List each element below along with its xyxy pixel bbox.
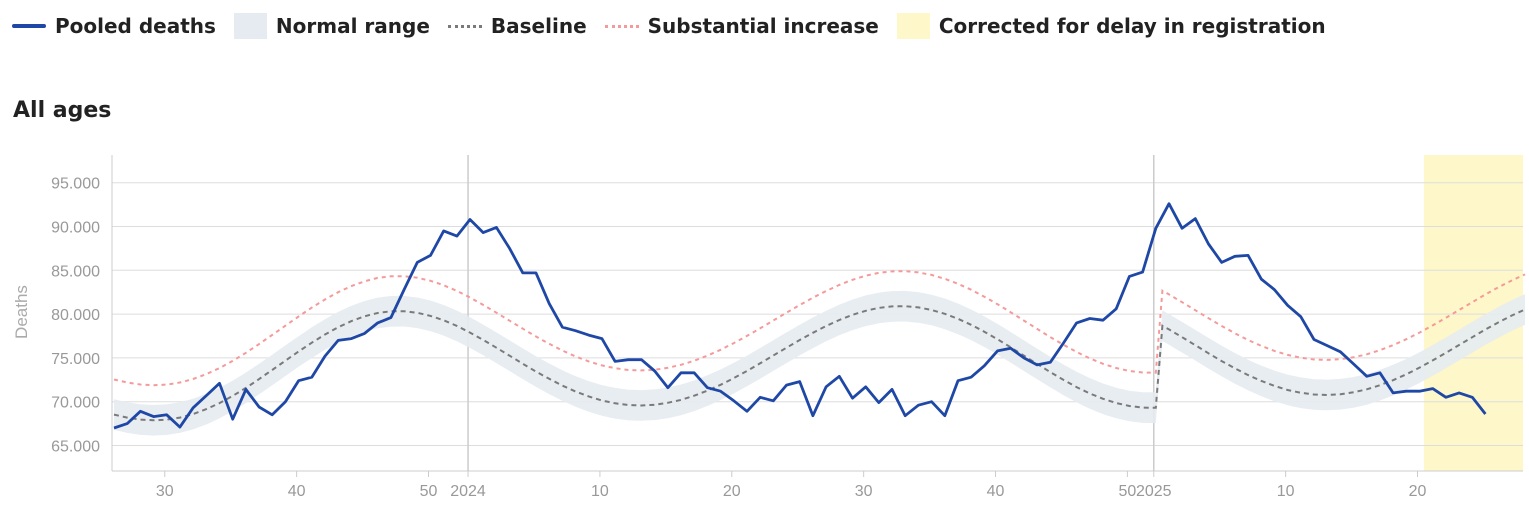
corrected-swatch bbox=[896, 13, 930, 39]
x-tick-label: 50 bbox=[420, 483, 438, 500]
x-tick-label: 30 bbox=[855, 483, 873, 500]
x-tick-label: 40 bbox=[987, 483, 1005, 500]
y-tick-label: 70.000 bbox=[51, 395, 100, 412]
legend-label-corrected: Corrected for delay in registration bbox=[938, 14, 1326, 38]
normal-range-swatch bbox=[233, 13, 267, 39]
legend-item-corrected[interactable]: Corrected for delay in registration bbox=[896, 13, 1326, 39]
y-tick-label: 80.000 bbox=[51, 307, 100, 324]
pooled-deaths-swatch bbox=[12, 24, 46, 28]
legend-item-baseline[interactable]: Baseline bbox=[447, 14, 587, 38]
legend-label-baseline: Baseline bbox=[490, 14, 587, 38]
chart-title: All ages bbox=[13, 98, 112, 123]
y-tick-label: 65.000 bbox=[51, 439, 100, 456]
substantial-increase-line bbox=[113, 270, 1526, 387]
legend-item-normal-range[interactable]: Normal range bbox=[233, 13, 430, 39]
x-tick-label: 10 bbox=[591, 483, 609, 500]
y-tick-label: 75.000 bbox=[51, 351, 100, 368]
legend-label-substantial: Substantial increase bbox=[647, 14, 879, 38]
x-tick-label: 50 bbox=[1118, 483, 1136, 500]
normal-range-band bbox=[114, 290, 1525, 436]
baseline-swatch bbox=[447, 24, 482, 28]
y-tick-label: 90.000 bbox=[51, 220, 100, 237]
deaths-line-chart: 65.000 70.000 75.000 80.000 85.000 90.000 95.0… bbox=[12, 155, 1526, 500]
legend-label-normal-range: Normal range bbox=[275, 14, 430, 38]
baseline-line bbox=[113, 305, 1526, 422]
x-tick-label: 20 bbox=[723, 483, 741, 500]
y-tick-label: 85.000 bbox=[51, 263, 100, 280]
x-tick-label: 2025 bbox=[1136, 483, 1172, 500]
legend-item-pooled[interactable]: Pooled deaths bbox=[12, 14, 216, 38]
substantial-increase-swatch bbox=[604, 24, 639, 28]
x-tick-label: 20 bbox=[1409, 483, 1427, 500]
y-axis-label: Deaths bbox=[12, 285, 31, 339]
legend-label-pooled: Pooled deaths bbox=[55, 14, 216, 38]
y-tick-label: 95.000 bbox=[51, 176, 100, 193]
chart-legend: Pooled deaths Normal range Baseline Subs… bbox=[12, 10, 1344, 42]
x-tick-label: 40 bbox=[288, 483, 306, 500]
x-tick-label: 30 bbox=[156, 483, 174, 500]
x-tick-label: 10 bbox=[1277, 483, 1295, 500]
pooled-deaths-line bbox=[113, 202, 1487, 430]
x-tick-label: 2024 bbox=[450, 483, 486, 500]
legend-item-substantial[interactable]: Substantial increase bbox=[604, 14, 879, 38]
